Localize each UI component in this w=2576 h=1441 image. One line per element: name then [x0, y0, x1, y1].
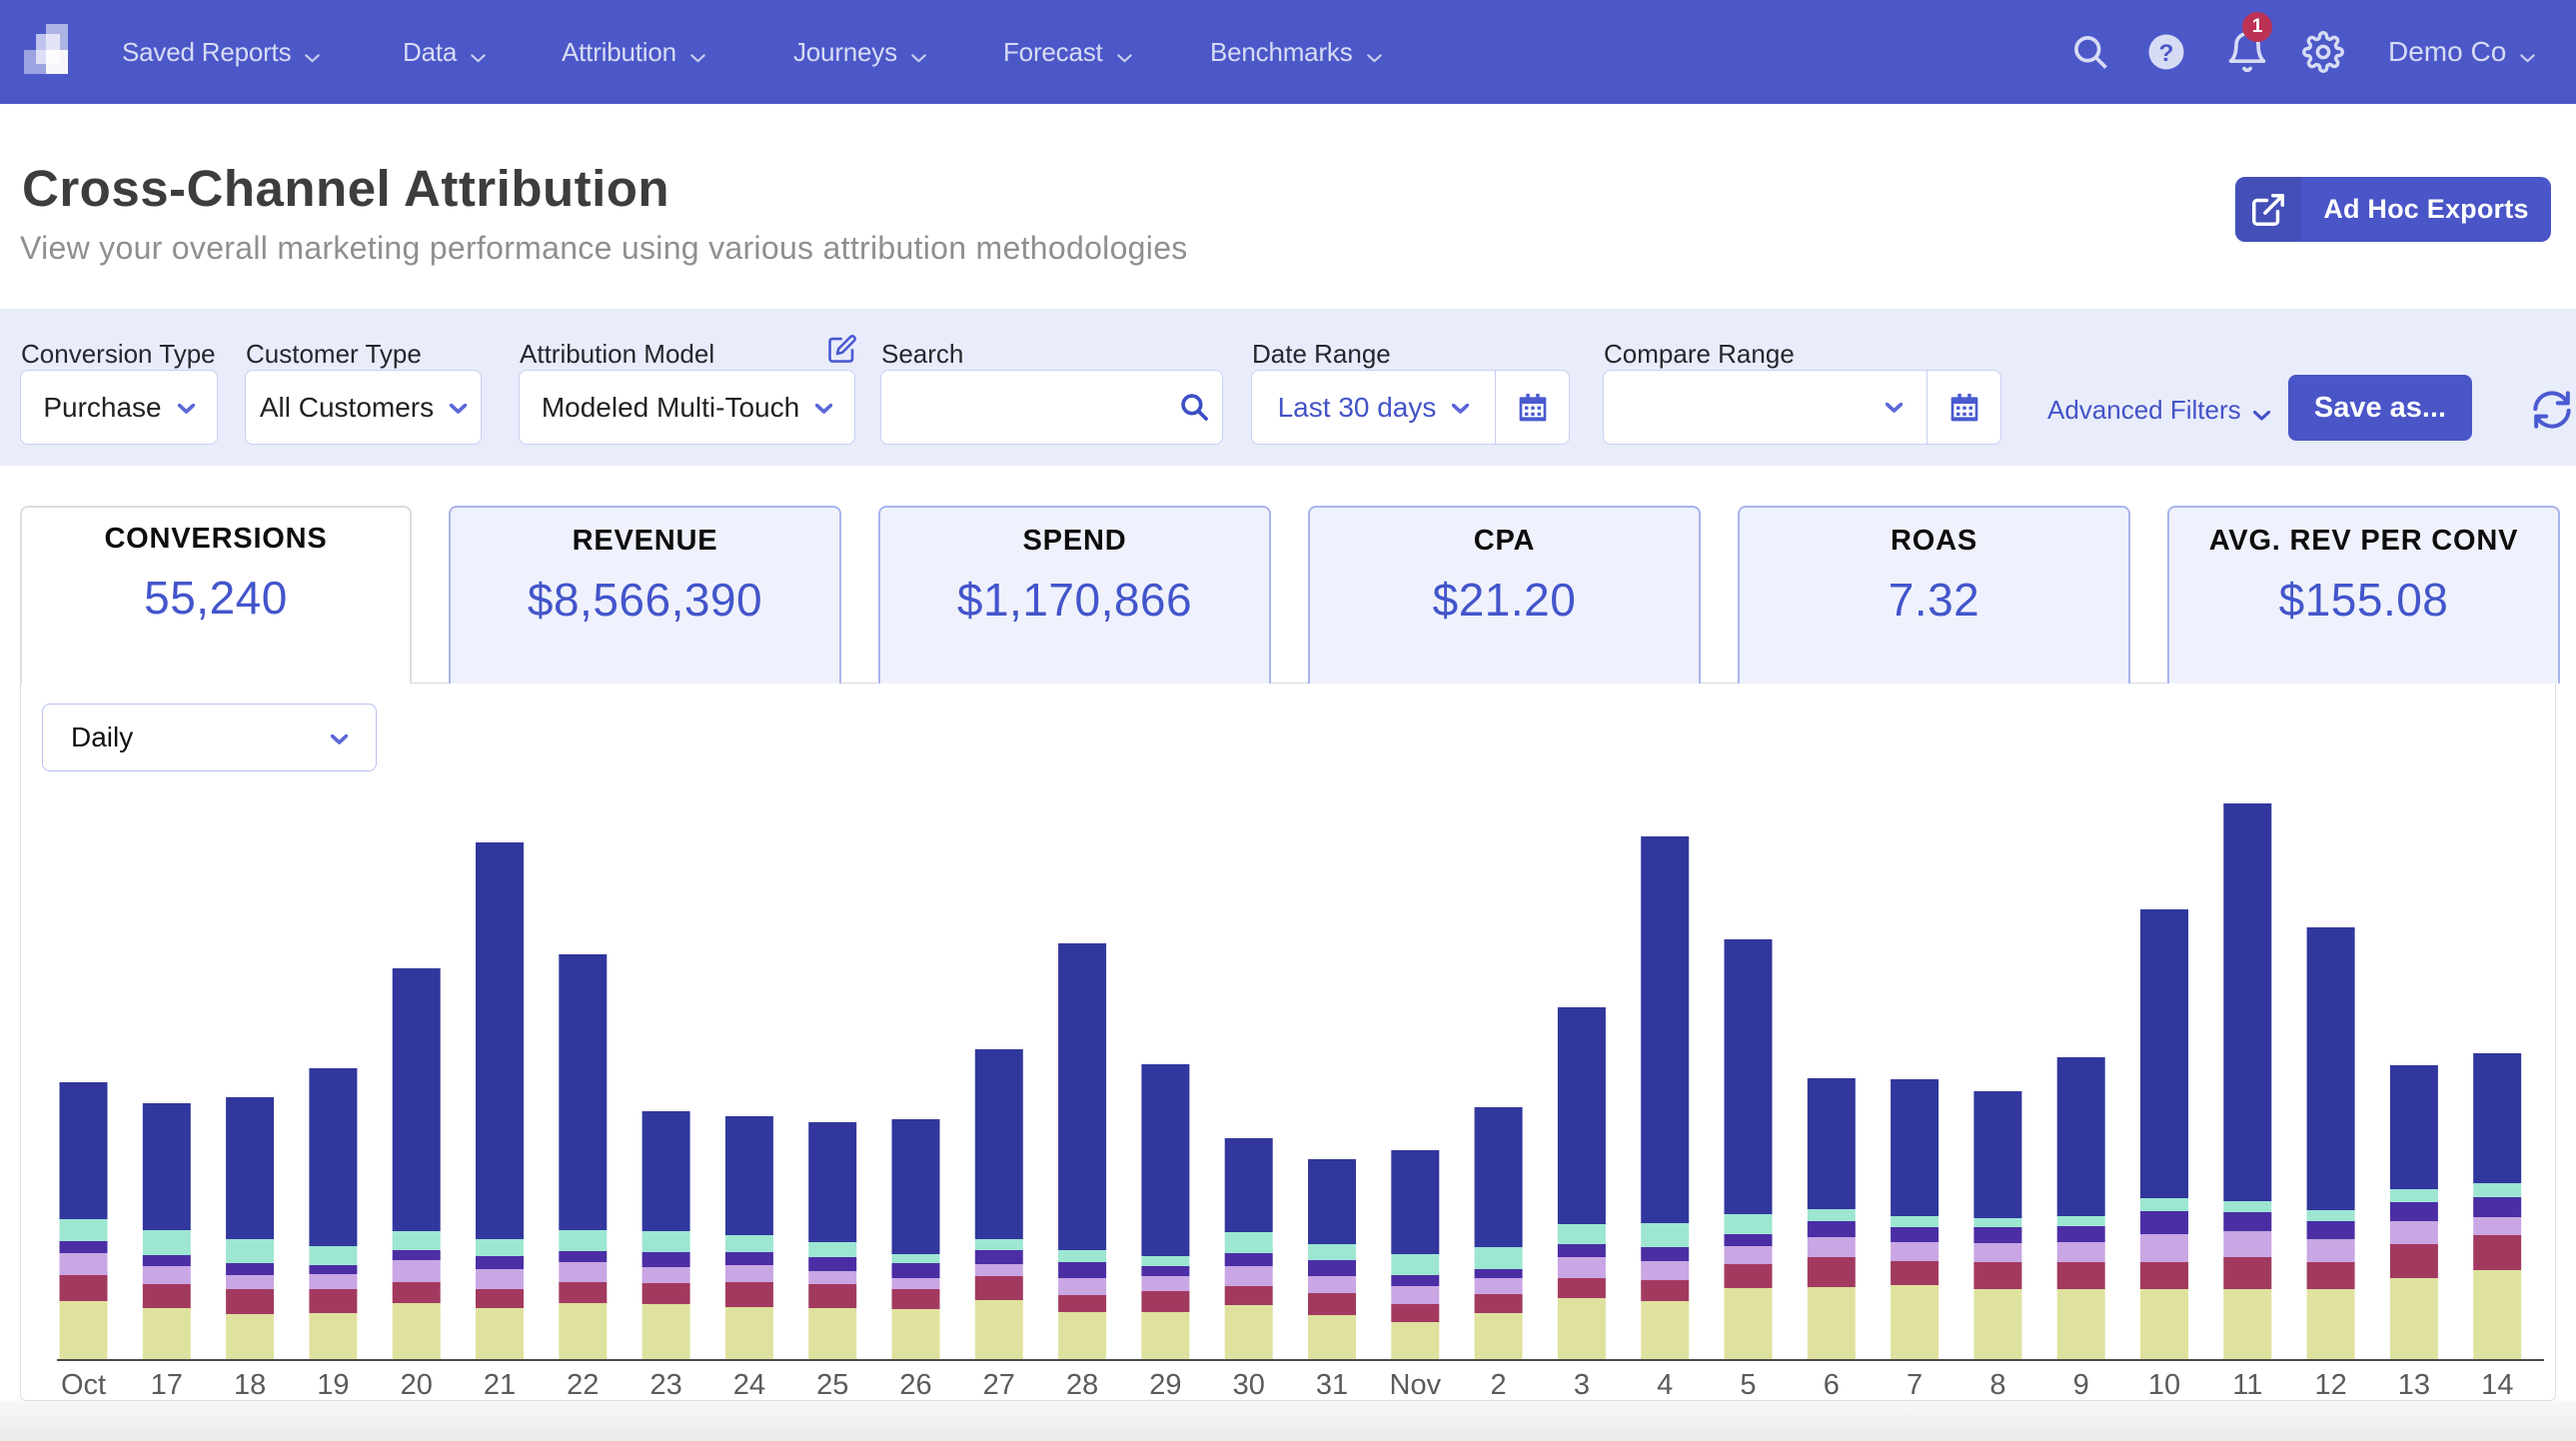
svg-text:20: 20 [401, 1369, 433, 1401]
svg-text:Nov: Nov [1390, 1369, 1442, 1401]
svg-text:5: 5 [1740, 1369, 1756, 1401]
svg-text:23: 23 [649, 1369, 681, 1401]
svg-text:25: 25 [816, 1369, 848, 1401]
svg-text:14: 14 [2481, 1369, 2513, 1401]
svg-text:19: 19 [317, 1369, 349, 1401]
svg-text:4: 4 [1657, 1369, 1673, 1401]
svg-text:6: 6 [1824, 1369, 1840, 1401]
svg-text:7: 7 [1907, 1369, 1923, 1401]
svg-text:10: 10 [2148, 1369, 2180, 1401]
svg-text:Oct: Oct [61, 1369, 106, 1401]
svg-text:3: 3 [1574, 1369, 1590, 1401]
svg-text:9: 9 [2073, 1369, 2089, 1401]
svg-text:12: 12 [2314, 1369, 2346, 1401]
svg-text:21: 21 [484, 1369, 516, 1401]
svg-text:13: 13 [2398, 1369, 2430, 1401]
svg-text:22: 22 [567, 1369, 599, 1401]
svg-text:18: 18 [234, 1369, 266, 1401]
svg-text:11: 11 [2232, 1369, 2262, 1401]
svg-text:27: 27 [983, 1369, 1015, 1401]
svg-text:29: 29 [1149, 1369, 1181, 1401]
svg-text:2: 2 [1491, 1369, 1507, 1401]
svg-text:24: 24 [733, 1369, 765, 1401]
svg-text:28: 28 [1066, 1369, 1098, 1401]
svg-text:30: 30 [1233, 1369, 1265, 1401]
svg-text:31: 31 [1316, 1369, 1348, 1401]
svg-text:?: ? [2159, 40, 2174, 67]
svg-text:8: 8 [1989, 1369, 2005, 1401]
svg-text:26: 26 [899, 1369, 931, 1401]
svg-text:17: 17 [151, 1369, 183, 1401]
